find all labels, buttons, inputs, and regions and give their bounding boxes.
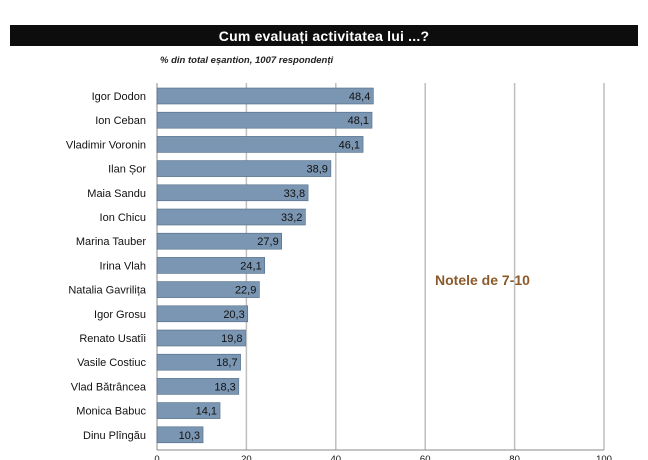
- value-label: 48,4: [349, 91, 370, 103]
- bar: [156, 353, 241, 371]
- annotation-label: Notele de 7-10: [435, 272, 530, 288]
- category-label: Monica Babuc: [76, 406, 146, 418]
- category-label: Vlad Bătrâncea: [71, 381, 147, 393]
- chart-title: Cum evaluați activitatea lui ...?: [10, 25, 638, 46]
- value-label: 18,7: [216, 357, 237, 369]
- value-label: 24,1: [240, 260, 261, 272]
- category-label: Ilan Șor: [108, 164, 146, 176]
- x-axis-ticks: 0 20 40 60 80 100: [154, 454, 612, 460]
- category-label: Irina Vlah: [100, 260, 146, 272]
- bar: [156, 208, 306, 226]
- category-label: Igor Dodon: [92, 91, 146, 103]
- bar: [156, 136, 364, 153]
- bar: [156, 378, 240, 395]
- bar: [156, 232, 283, 250]
- x-tick-label: 80: [509, 454, 520, 460]
- category-label: Renato Usatîi: [79, 333, 146, 345]
- bar: [156, 305, 249, 323]
- category-label: Vasile Costiuc: [77, 357, 146, 369]
- value-label: 33,2: [281, 212, 302, 224]
- category-label: Ion Chicu: [100, 212, 146, 224]
- value-label: 33,8: [284, 188, 305, 200]
- category-label: Ion Ceban: [95, 115, 146, 127]
- labels: Igor Dodon 48,4 Ion Ceban 48,1 Vladimir Voro…: [66, 91, 370, 442]
- value-label: 46,1: [339, 139, 360, 151]
- value-label: 20,3: [223, 309, 244, 321]
- category-label: Maia Sandu: [87, 188, 146, 200]
- value-label: 22,9: [235, 285, 256, 297]
- value-label: 38,9: [306, 164, 327, 176]
- bar: [156, 329, 246, 347]
- x-tick-label: 60: [420, 454, 431, 460]
- value-label: 18,3: [214, 381, 235, 393]
- bar: [156, 402, 221, 419]
- value-label: 19,8: [221, 333, 242, 345]
- x-tick-label: 100: [596, 454, 612, 460]
- category-label: Vladimir Voronin: [66, 139, 146, 151]
- category-label: Dinu Plîngău: [83, 430, 146, 442]
- value-label: 48,1: [348, 115, 369, 127]
- bar: [156, 281, 260, 298]
- value-label: 27,9: [257, 236, 278, 248]
- bar: [156, 111, 373, 129]
- category-label: Igor Grosu: [94, 309, 146, 321]
- bars: [156, 87, 374, 444]
- chart-subtitle: % din total eșantion, 1007 respondenți: [160, 55, 334, 66]
- bar: [156, 257, 266, 274]
- bar: [156, 184, 309, 202]
- x-tick-label: 20: [241, 454, 252, 460]
- x-tick-label: 40: [331, 454, 342, 460]
- x-tick-label: 0: [154, 454, 159, 460]
- category-label: Natalia Gavrilița: [68, 285, 147, 297]
- bar: [156, 426, 204, 444]
- value-label: 14,1: [196, 406, 217, 418]
- category-label: Marina Tauber: [76, 236, 146, 248]
- value-label: 10,3: [179, 430, 200, 442]
- bar: [156, 87, 374, 105]
- bar: [156, 160, 332, 177]
